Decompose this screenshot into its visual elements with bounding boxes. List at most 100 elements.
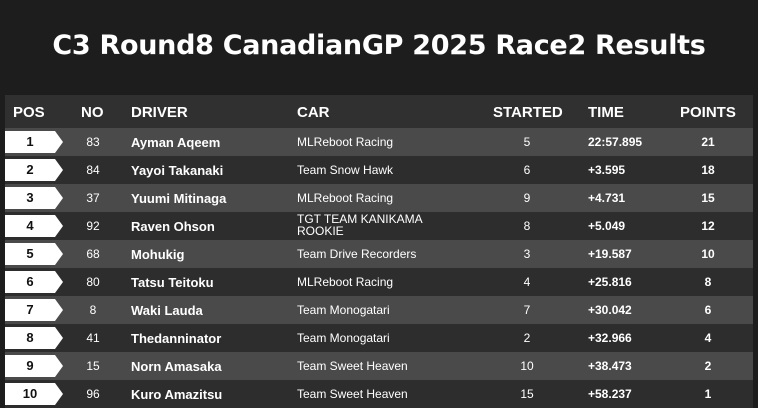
- driver-cell: Kuro Amazitsu: [131, 387, 223, 402]
- position-cell: 9: [26, 358, 34, 373]
- header-car: CAR: [297, 104, 330, 121]
- time-cell: +58.237: [588, 387, 632, 401]
- started-cell: 9: [523, 191, 531, 205]
- driver-cell: Waki Lauda: [131, 303, 203, 318]
- car-number-cell: 80: [86, 275, 100, 289]
- driver-cell: Norn Amasaka: [131, 359, 222, 374]
- started-cell: 5: [523, 135, 531, 149]
- time-cell: +30.042: [588, 303, 632, 317]
- car-number-cell: 68: [86, 247, 100, 261]
- position-cell: 8: [26, 330, 34, 345]
- position-badge: [5, 355, 63, 377]
- position-cell: 3: [26, 190, 34, 205]
- time-cell: +25.816: [588, 275, 632, 289]
- time-cell: +5.049: [588, 219, 626, 233]
- position-cell: 1: [26, 134, 34, 149]
- driver-cell: Tatsu Teitoku: [131, 275, 214, 290]
- points-cell: 18: [701, 163, 715, 177]
- table-body: 1 83 Ayman Aqeem MLReboot Racing 5 22:57.895 2…: [5, 128, 753, 408]
- driver-cell: Yuumi Mitinaga: [131, 191, 227, 206]
- table-row: 2 84 Yayoi Takanaki Team Snow Hawk 6 +3.595 18: [5, 156, 753, 184]
- position-badge: [5, 271, 63, 293]
- header-no: NO: [81, 104, 104, 121]
- position-cell: 6: [26, 274, 34, 289]
- time-cell: +4.731: [588, 191, 626, 205]
- header-time: TIME: [588, 104, 624, 121]
- driver-cell: Raven Ohson: [131, 219, 215, 234]
- time-cell: 22:57.895: [588, 135, 643, 149]
- page-title: C3 Round8 CanadianGP 2025 Race2 Results: [52, 30, 706, 61]
- position-badge: [5, 131, 63, 153]
- started-cell: 3: [523, 247, 531, 261]
- car-cell: Team Drive Recorders: [297, 247, 417, 261]
- started-cell: 6: [523, 163, 531, 177]
- points-cell: 8: [704, 275, 712, 289]
- car-number-cell: 96: [86, 387, 100, 401]
- table-row: 4 92 Raven Ohson TGT TEAM KANIKAMA ROOKIE 8 +…: [5, 212, 753, 240]
- table-row: 5 68 Mohukig Team Drive Recorders 3 +19.587 10: [5, 240, 753, 268]
- car-number-cell: 37: [86, 191, 100, 205]
- position-cell: 7: [26, 302, 34, 317]
- points-cell: 1: [704, 387, 712, 401]
- position-badge: [5, 187, 63, 209]
- car-cell: Team Sweet Heaven: [297, 387, 408, 401]
- car-number-cell: 15: [86, 359, 100, 373]
- started-cell: 15: [520, 387, 534, 401]
- started-cell: 8: [523, 219, 531, 233]
- position-cell: 4: [26, 218, 34, 233]
- car-cell: Team Monogatari: [297, 331, 390, 345]
- points-cell: 10: [701, 247, 715, 261]
- driver-cell: Yayoi Takanaki: [131, 163, 224, 178]
- header-pos: POS: [13, 104, 45, 121]
- driver-cell: Ayman Aqeem: [131, 135, 221, 150]
- points-cell: 4: [704, 331, 712, 345]
- time-cell: +19.587: [588, 247, 632, 261]
- points-cell: 6: [704, 303, 712, 317]
- time-cell: +32.966: [588, 331, 632, 345]
- driver-cell: Thedanninator: [131, 331, 222, 346]
- header-points: POINTS: [680, 104, 736, 121]
- car-number-cell: 41: [86, 331, 100, 345]
- position-cell: 2: [26, 162, 34, 177]
- driver-cell: Mohukig: [131, 247, 185, 262]
- header-started: STARTED: [493, 104, 563, 121]
- car-number-cell: 8: [89, 303, 97, 317]
- header-driver: DRIVER: [131, 104, 188, 121]
- table-row: 3 37 Yuumi Mitinaga MLReboot Racing 9 +4.731 1…: [5, 184, 753, 212]
- position-badge: [5, 243, 63, 265]
- car-cell: TGT TEAM KANIKAMA ROOKIE: [297, 212, 422, 238]
- car-cell: Team Snow Hawk: [297, 163, 394, 177]
- time-cell: +38.473: [588, 359, 632, 373]
- table-row: 8 41 Thedanninator Team Monogatari 2 +32.966 4: [5, 324, 753, 352]
- started-cell: 10: [520, 359, 534, 373]
- car-number-cell: 84: [86, 163, 100, 177]
- started-cell: 2: [523, 331, 531, 345]
- table-row: 10 96 Kuro Amazitsu Team Sweet Heaven 15 +58.…: [5, 380, 753, 408]
- car-cell: MLReboot Racing: [297, 135, 394, 149]
- table-row: 7 8 Waki Lauda Team Monogatari 7 +30.042 6: [5, 296, 753, 324]
- started-cell: 4: [523, 275, 531, 289]
- position-badge: [5, 383, 63, 405]
- position-badge: [5, 215, 63, 237]
- car-number-cell: 92: [86, 219, 100, 233]
- time-cell: +3.595: [588, 163, 626, 177]
- table-header: POS NO DRIVER CAR STARTED TIME POINTS: [5, 95, 753, 128]
- table-row: 1 83 Ayman Aqeem MLReboot Racing 5 22:57.895 2…: [5, 128, 753, 156]
- points-cell: 2: [704, 359, 712, 373]
- car-cell: Team Monogatari: [297, 303, 390, 317]
- car-cell: MLReboot Racing: [297, 275, 394, 289]
- position-badge: [5, 159, 63, 181]
- car-cell: MLReboot Racing: [297, 191, 394, 205]
- car-cell: Team Sweet Heaven: [297, 359, 408, 373]
- table-row: 9 15 Norn Amasaka Team Sweet Heaven 10 +38.47…: [5, 352, 753, 380]
- started-cell: 7: [523, 303, 531, 317]
- position-badge: [5, 327, 63, 349]
- points-cell: 12: [701, 219, 715, 233]
- points-cell: 15: [701, 191, 715, 205]
- position-cell: 5: [26, 246, 34, 261]
- table-row: 6 80 Tatsu Teitoku MLReboot Racing 4 +25.816 8: [5, 268, 753, 296]
- position-badge: [5, 299, 63, 321]
- car-number-cell: 83: [86, 135, 100, 149]
- points-cell: 21: [701, 135, 715, 149]
